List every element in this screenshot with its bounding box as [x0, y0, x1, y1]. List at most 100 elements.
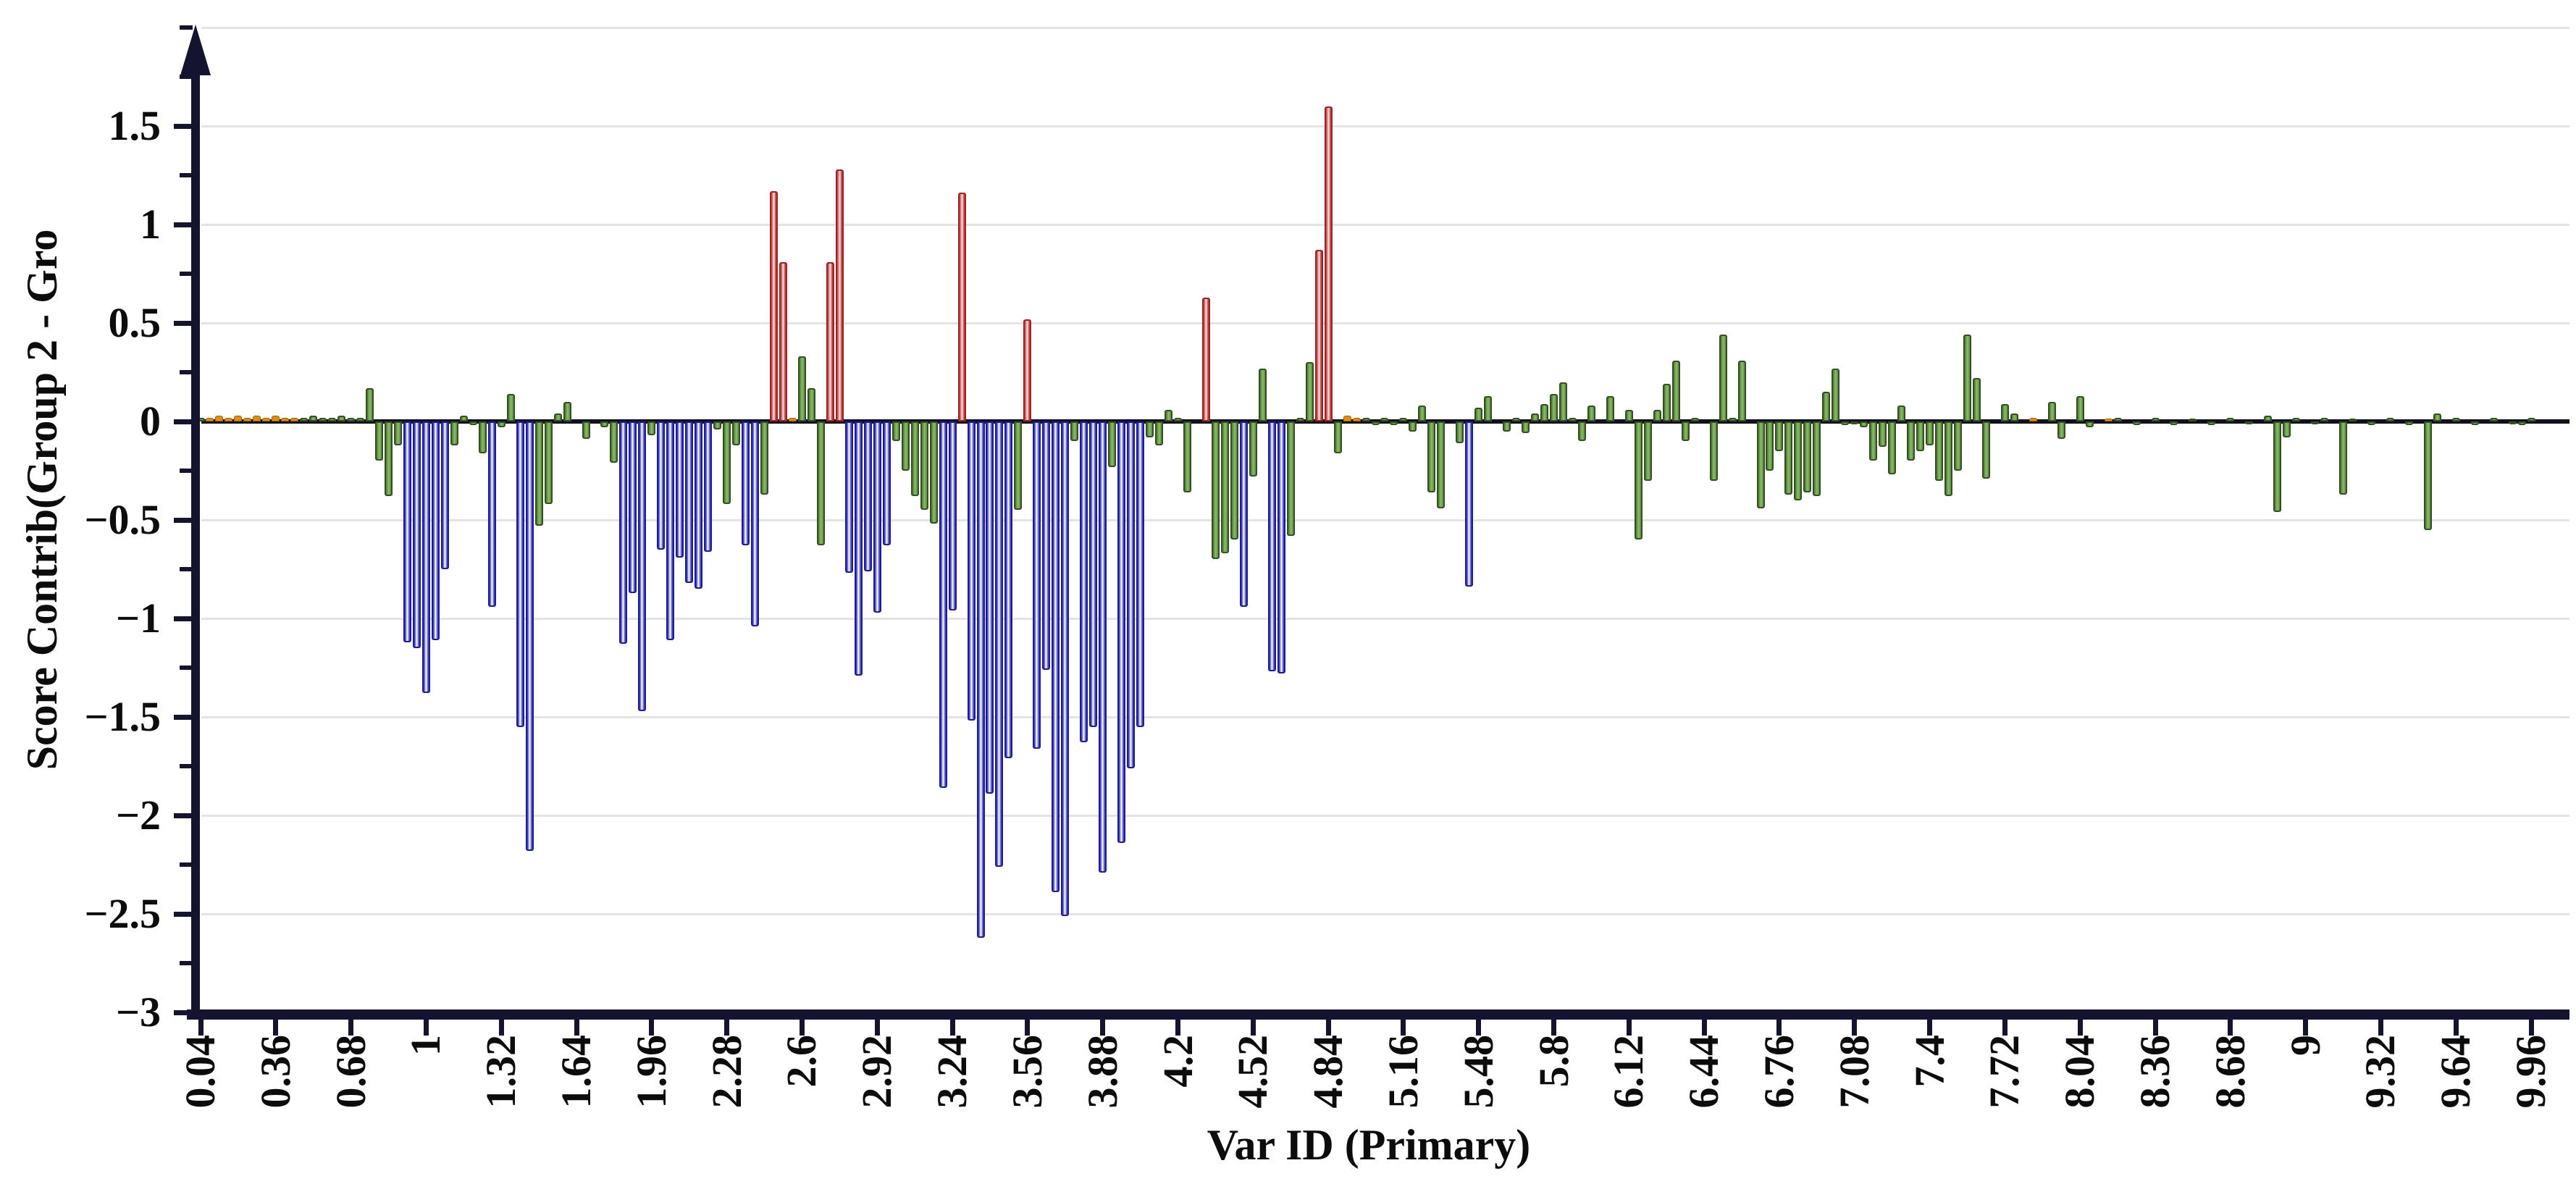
bar: [1211, 421, 1220, 560]
bar: [253, 415, 261, 421]
bar: [234, 415, 243, 421]
bar: [403, 421, 411, 642]
y-tick-minor: [180, 469, 193, 473]
x-tick: [2378, 1018, 2383, 1036]
bar: [2517, 421, 2526, 426]
bar: [272, 415, 280, 421]
bar: [262, 417, 271, 421]
bar: [206, 417, 214, 421]
bar: [816, 421, 825, 546]
bar: [967, 421, 976, 721]
bar: [525, 421, 534, 851]
bar: [844, 421, 853, 574]
x-tick: [1476, 1018, 1482, 1036]
x-axis-title: Var ID (Primary): [1207, 1121, 1531, 1169]
bar: [2386, 417, 2394, 421]
bar: [1230, 421, 1238, 540]
y-tick-label: −0.5: [84, 496, 161, 543]
bar: [225, 417, 233, 421]
x-tick: [574, 1018, 579, 1036]
bar: [1023, 319, 1032, 421]
bar: [1371, 421, 1380, 426]
bar: [1737, 360, 1746, 421]
bar: [826, 261, 834, 421]
y-tick-label: 0.5: [108, 299, 161, 346]
bar: [685, 421, 694, 584]
y-tick-minor: [180, 862, 193, 867]
bar: [421, 421, 430, 694]
bar: [1653, 409, 1661, 421]
bar: [807, 387, 815, 421]
bar: [1465, 421, 1474, 587]
x-tick-label: 0.04: [177, 1035, 224, 1109]
y-axis-arrow-icon: [180, 25, 211, 75]
bar: [1624, 409, 1633, 421]
bar: [1550, 393, 1558, 421]
bar: [723, 421, 731, 505]
bar: [1756, 421, 1765, 508]
bar: [2113, 417, 2122, 421]
bar: [553, 413, 562, 421]
y-tick-major: [174, 1010, 193, 1015]
bar: [1803, 421, 1812, 492]
y-tick-major: [174, 124, 193, 129]
bar: [1061, 421, 1070, 916]
bar: [1418, 406, 1427, 421]
gridline: [201, 27, 2569, 29]
bar: [1220, 421, 1229, 554]
bar: [337, 415, 346, 421]
bar: [986, 421, 994, 794]
bar: [610, 421, 618, 463]
bar: [1277, 421, 1285, 674]
bar: [2404, 421, 2413, 426]
bar: [873, 421, 881, 613]
bar: [319, 417, 327, 421]
bar: [1916, 421, 1925, 451]
y-tick-minor: [180, 75, 193, 79]
bar: [2320, 417, 2329, 421]
x-tick: [2453, 1018, 2459, 1036]
bar: [704, 421, 713, 552]
bar: [1070, 421, 1079, 442]
bar: [1127, 421, 1136, 768]
bar: [1522, 421, 1530, 434]
bar: [281, 417, 290, 421]
bar: [1709, 421, 1718, 481]
x-tick: [874, 1018, 880, 1036]
bar: [1437, 421, 1446, 508]
bar: [695, 421, 703, 589]
bar: [1014, 421, 1023, 511]
x-tick: [198, 1018, 204, 1036]
bar: [976, 421, 985, 938]
y-axis-title: Score Contrib(Group 2 - Gro: [18, 229, 66, 771]
bar: [1249, 421, 1257, 477]
x-tick-label: 8.68: [2206, 1035, 2254, 1109]
x-tick: [1776, 1018, 1782, 1036]
bar: [2132, 421, 2141, 426]
x-tick: [724, 1018, 730, 1036]
bar: [1540, 403, 1549, 421]
x-tick-label: 1.64: [553, 1035, 600, 1109]
bar: [1897, 406, 1906, 421]
x-tick: [949, 1018, 955, 1036]
bar: [2311, 421, 2320, 424]
bar: [459, 415, 468, 421]
x-tick-label: 7.72: [1981, 1035, 2029, 1109]
bar: [770, 190, 779, 421]
bar: [487, 421, 496, 607]
gridline: [201, 519, 2569, 521]
bar: [1981, 421, 1990, 479]
y-tick-minor: [180, 272, 193, 276]
x-tick: [2002, 1018, 2007, 1036]
bar: [1907, 421, 1916, 461]
x-tick-label: 7.4: [1905, 1035, 1953, 1088]
bar: [619, 421, 628, 645]
bar: [347, 417, 356, 421]
y-tick-label: −2: [115, 792, 161, 839]
x-tick: [2228, 1018, 2233, 1036]
zero-baseline: [201, 419, 2569, 424]
x-tick-label: 9: [2281, 1035, 2329, 1056]
x-tick-label: 0.68: [327, 1035, 374, 1109]
x-tick: [2528, 1018, 2534, 1036]
bar: [891, 421, 900, 442]
